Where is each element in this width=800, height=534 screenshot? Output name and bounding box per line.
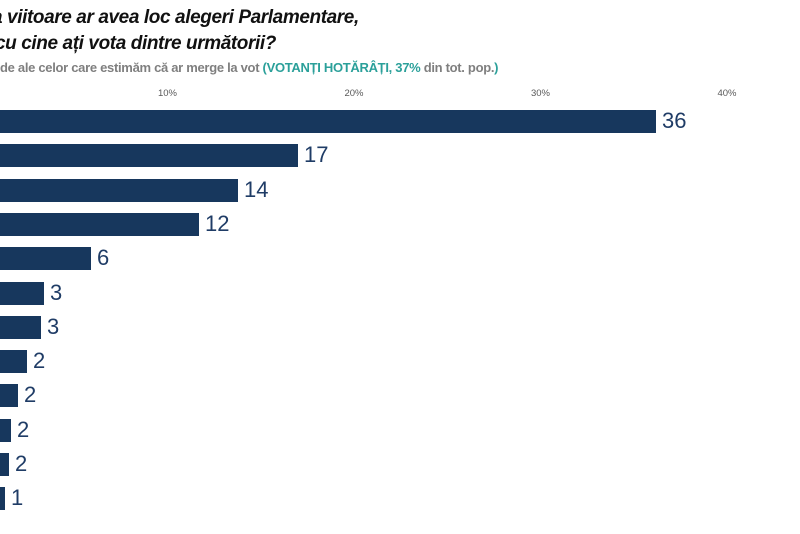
bar bbox=[0, 316, 41, 339]
bar-value-label: 3 bbox=[50, 279, 63, 305]
subtitle-gray-2: din tot. pop. bbox=[420, 60, 495, 75]
bar-value-label: 2 bbox=[24, 381, 37, 407]
chart-subtitle: de ale celor care estimăm că ar merge la… bbox=[0, 60, 499, 75]
bar-value-label: 3 bbox=[47, 313, 60, 339]
page-title-line1: a viitoare ar avea loc alegeri Parlament… bbox=[0, 7, 359, 29]
bar bbox=[0, 282, 44, 305]
title-clipped-prefix: a bbox=[0, 7, 7, 28]
bar-value-label: 1 bbox=[11, 484, 24, 510]
bar-row: 17 bbox=[0, 141, 800, 167]
subtitle-teal-paren: ) bbox=[494, 60, 499, 75]
axis-tick-label: 30% bbox=[530, 88, 551, 99]
bar-row: 36 bbox=[0, 107, 800, 133]
bar-row: 6 bbox=[0, 244, 800, 270]
bar-row: 1 bbox=[0, 484, 800, 510]
bar-row: 2 bbox=[0, 416, 800, 442]
bar-row: 3 bbox=[0, 313, 800, 339]
bar-value-label: 36 bbox=[662, 107, 687, 133]
bar-row: 14 bbox=[0, 176, 800, 202]
page-title-line2: cu cine ați vota dintre următorii? bbox=[0, 33, 276, 54]
bar-row: 12 bbox=[0, 210, 800, 236]
bar-row: 2 bbox=[0, 450, 800, 476]
subtitle-teal-highlight: (VOTANȚI HOTĂRÂȚI, 37% bbox=[262, 60, 421, 75]
bar-value-label: 2 bbox=[17, 416, 30, 442]
bar bbox=[0, 110, 656, 133]
bar bbox=[0, 350, 27, 373]
axis-tick-label: 10% bbox=[157, 88, 178, 99]
bar-row: 2 bbox=[0, 347, 800, 373]
subtitle-gray-1: de ale celor care estimăm că ar merge la… bbox=[0, 60, 263, 75]
bar bbox=[0, 213, 199, 236]
bar-value-label: 2 bbox=[15, 450, 28, 476]
bar-value-label: 2 bbox=[33, 347, 46, 373]
axis-tick-label: 40% bbox=[717, 88, 737, 99]
bar-row: 3 bbox=[0, 279, 800, 305]
bar-row: 2 bbox=[0, 381, 800, 407]
bar-value-label: 14 bbox=[244, 176, 269, 202]
title-line1-text: viitoare ar avea loc alegeri Parlamentar… bbox=[7, 7, 359, 28]
bar-value-label: 6 bbox=[97, 244, 110, 270]
bar-value-label: 17 bbox=[304, 141, 329, 167]
axis-tick-label: 20% bbox=[344, 88, 364, 99]
bar bbox=[0, 384, 18, 407]
bar bbox=[0, 179, 238, 202]
bar bbox=[0, 144, 298, 167]
bar-value-label: 12 bbox=[205, 210, 230, 236]
bar bbox=[0, 453, 9, 476]
bar bbox=[0, 487, 5, 510]
bar bbox=[0, 419, 11, 442]
bar bbox=[0, 247, 91, 270]
